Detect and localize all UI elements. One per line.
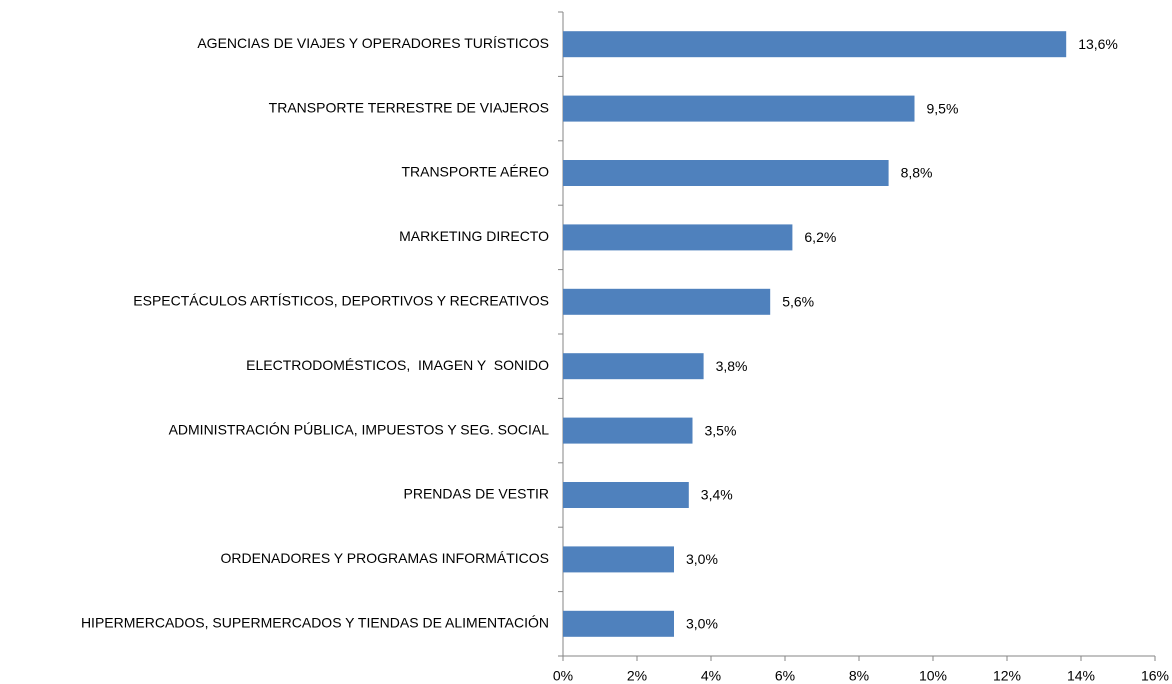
bar bbox=[563, 417, 693, 444]
y-tick-label: ELECTRODOMÉSTICOS, IMAGEN Y SONIDO bbox=[246, 357, 549, 373]
value-label: 9,5% bbox=[927, 100, 959, 116]
bar bbox=[563, 546, 674, 573]
x-tick-label: 8% bbox=[849, 668, 869, 684]
value-label: 3,5% bbox=[705, 422, 737, 438]
x-tick-label: 0% bbox=[553, 668, 573, 684]
y-tick-label: HIPERMERCADOS, SUPERMERCADOS Y TIENDAS D… bbox=[81, 615, 549, 631]
x-tick-label: 16% bbox=[1141, 668, 1169, 684]
bar bbox=[563, 31, 1067, 58]
y-tick-label: ORDENADORES Y PROGRAMAS INFORMÁTICOS bbox=[220, 550, 549, 566]
x-tick-label: 12% bbox=[993, 668, 1021, 684]
value-label: 13,6% bbox=[1078, 36, 1118, 52]
y-tick-label: ADMINISTRACIÓN PÚBLICA, IMPUESTOS Y SEG.… bbox=[169, 421, 550, 437]
y-tick-label: TRANSPORTE AÉREO bbox=[401, 164, 549, 180]
bar bbox=[563, 288, 771, 315]
x-tick-label: 14% bbox=[1067, 668, 1095, 684]
y-tick-label: MARKETING DIRECTO bbox=[399, 228, 549, 244]
value-label: 3,0% bbox=[686, 616, 718, 632]
value-label: 3,4% bbox=[701, 487, 733, 503]
y-tick-label: PRENDAS DE VESTIR bbox=[404, 486, 549, 502]
x-tick-label: 10% bbox=[919, 668, 947, 684]
value-label: 3,8% bbox=[716, 358, 748, 374]
y-tick-label: AGENCIAS DE VIAJES Y OPERADORES TURÍSTIC… bbox=[197, 35, 549, 51]
y-tick-label: TRANSPORTE TERRESTRE DE VIAJEROS bbox=[269, 99, 549, 115]
x-tick-label: 4% bbox=[701, 668, 721, 684]
value-label: 5,6% bbox=[782, 294, 814, 310]
y-tick-label: ESPECTÁCULOS ARTÍSTICOS, DEPORTIVOS Y RE… bbox=[133, 293, 549, 309]
x-tick-label: 2% bbox=[627, 668, 647, 684]
bar bbox=[563, 224, 793, 251]
value-label: 3,0% bbox=[686, 551, 718, 567]
value-label: 6,2% bbox=[804, 229, 836, 245]
bar bbox=[563, 610, 674, 637]
bar bbox=[563, 160, 889, 186]
bar bbox=[563, 95, 915, 122]
x-tick-label: 6% bbox=[775, 668, 795, 684]
bar bbox=[563, 353, 704, 380]
bar bbox=[563, 482, 689, 508]
value-label: 8,8% bbox=[901, 165, 933, 181]
